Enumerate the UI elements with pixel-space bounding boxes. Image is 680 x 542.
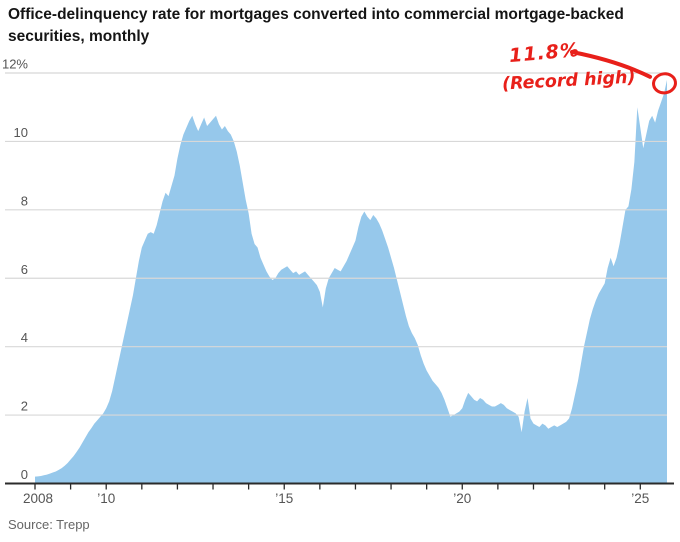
- x-tick-label: ’10: [97, 491, 115, 506]
- x-tick-label: ’25: [631, 491, 649, 506]
- chart-title: Office-delinquency rate for mortgages co…: [8, 6, 624, 45]
- y-tick-label: 4: [21, 330, 28, 345]
- y-tick-label: 6: [21, 262, 28, 277]
- x-tick-label: ’15: [275, 491, 293, 506]
- source-credit: Source: Trepp: [8, 517, 90, 532]
- y-tick-label: 12%: [2, 57, 28, 72]
- y-tick-label: 2: [21, 399, 28, 414]
- record-high-circle-icon: [652, 72, 677, 95]
- y-tick-label: 8: [21, 193, 28, 208]
- y-tick-label: 0: [21, 467, 28, 482]
- area-series: [35, 79, 667, 484]
- x-tick-label: 2008: [23, 491, 53, 506]
- y-tick-label: 10: [14, 125, 28, 140]
- x-tick-label: ’20: [453, 491, 471, 506]
- annotation-arrow: [570, 50, 652, 79]
